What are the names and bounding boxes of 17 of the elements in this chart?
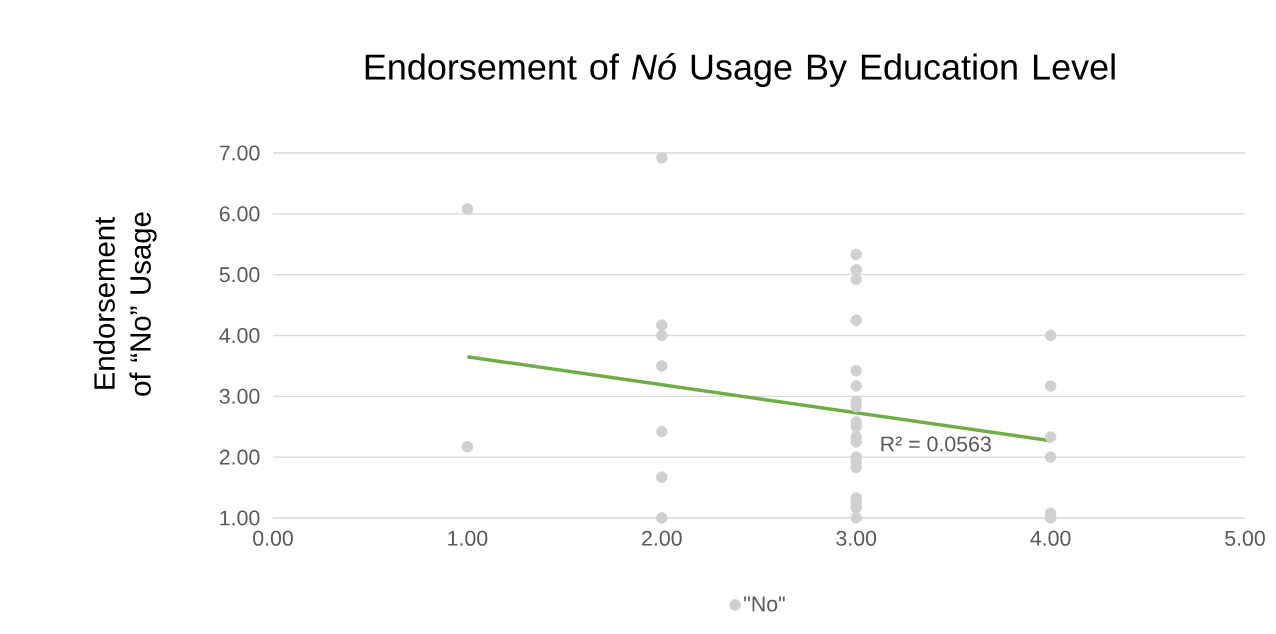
y-tick-label: 4.00 xyxy=(219,327,260,344)
annotation: R² = 0.0563 xyxy=(881,436,991,452)
y-tick-label: 5.00 xyxy=(219,267,260,283)
x-tick-label: 1.00 xyxy=(448,530,488,546)
x-tick-label: 3.00 xyxy=(836,530,877,546)
y-axis-title: Endorsement of “No” Usage xyxy=(93,212,157,396)
y-tick-label: 6.00 xyxy=(219,206,260,222)
x-tick-label: 0.00 xyxy=(253,530,293,546)
legend-label: "No" xyxy=(744,596,785,612)
x-tick-label: 2.00 xyxy=(642,530,682,546)
chart-title: Endorsement of Nó Usage By Education Level xyxy=(365,52,1115,87)
y-tick-label: 7.00 xyxy=(219,145,260,161)
y-tick-label: 1.00 xyxy=(220,510,260,526)
y-tick-label: 2.00 xyxy=(219,449,260,465)
x-tick-label: 5.00 xyxy=(1225,530,1265,546)
x-tick-label: 4.00 xyxy=(1030,530,1071,546)
y-tick-label: 3.00 xyxy=(219,388,260,404)
